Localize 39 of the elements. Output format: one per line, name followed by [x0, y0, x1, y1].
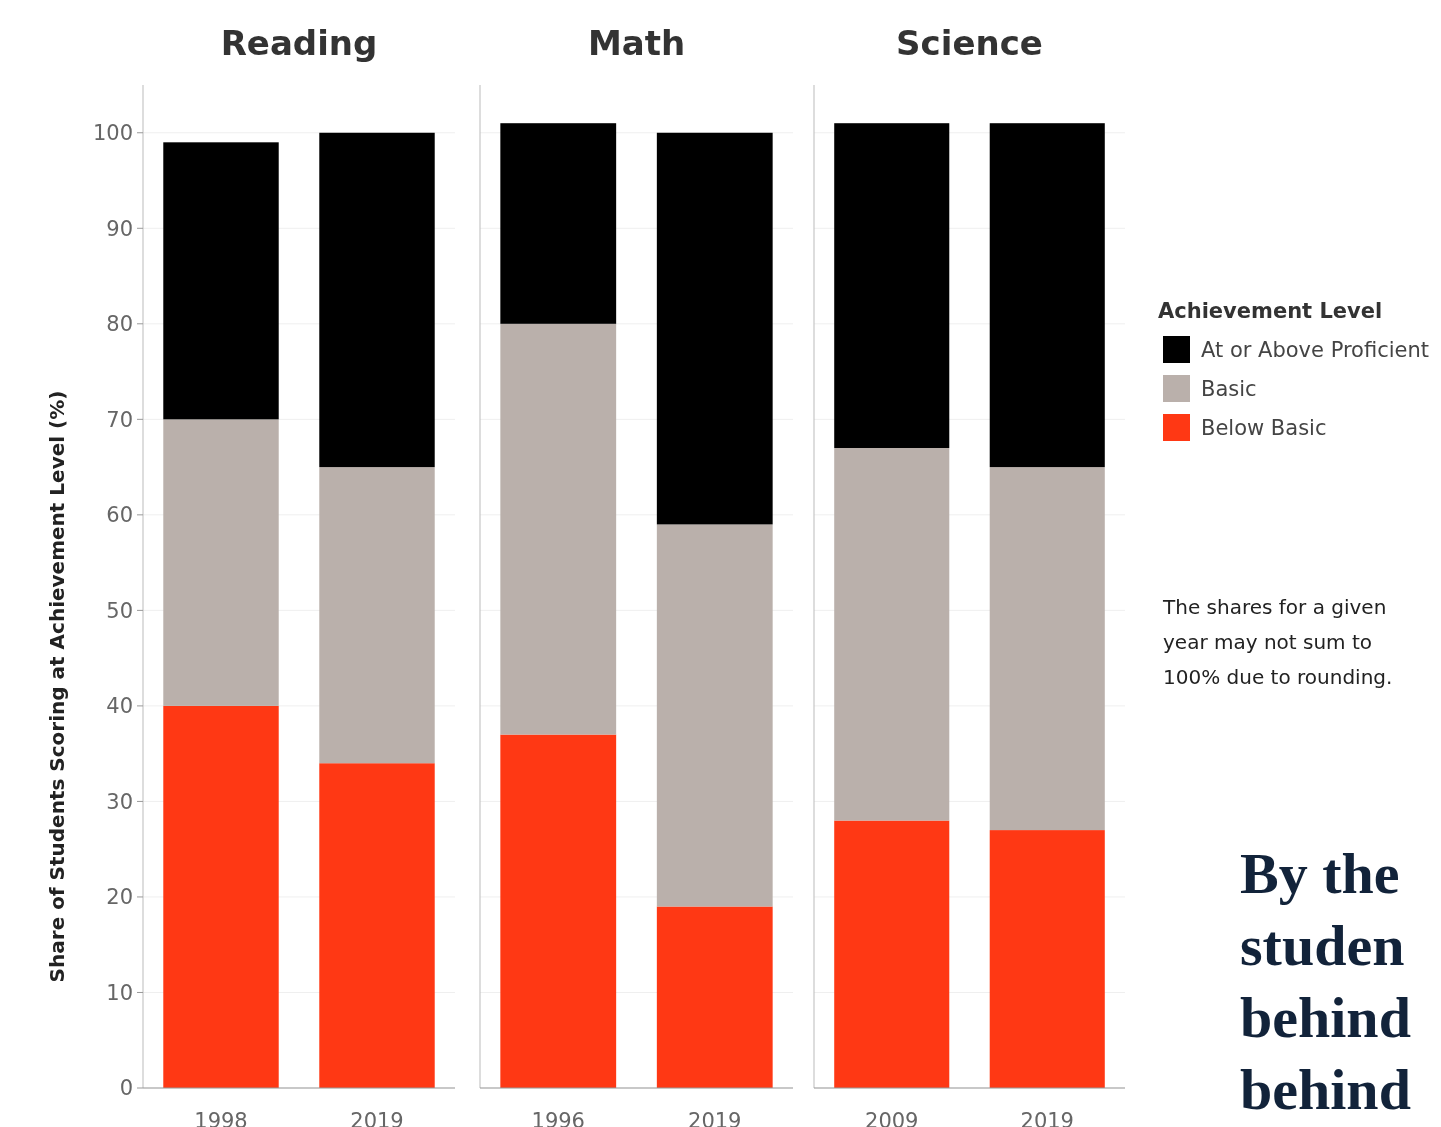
y-tick-label: 100	[92, 121, 133, 146]
legend-title: Achievement Level	[1158, 299, 1383, 323]
chart-title: Math	[587, 23, 686, 63]
y-tick-label: 80	[106, 312, 133, 337]
y-tick-label: 70	[106, 407, 133, 432]
bar	[834, 447, 950, 821]
legend-label: At or Above Proficient	[1201, 338, 1430, 363]
bar	[500, 323, 617, 735]
bar	[319, 763, 435, 1088]
bar	[656, 524, 773, 907]
y-axis-title: Share of Students Scoring at Achievement Level (%)	[45, 390, 69, 983]
bar	[163, 142, 279, 420]
y-tick-label: 60	[106, 503, 133, 528]
bar	[834, 820, 950, 1088]
y-tick-label: 30	[106, 789, 133, 814]
bar	[989, 467, 1105, 831]
chart-title: Reading	[220, 23, 378, 63]
y-tick-label: 50	[106, 598, 133, 623]
bar	[656, 132, 773, 525]
bar	[500, 123, 617, 324]
legend-label: Below Basic	[1201, 416, 1327, 441]
bar	[656, 906, 773, 1088]
bar	[500, 734, 617, 1088]
y-tick-label: 0	[119, 1076, 133, 1101]
bar	[989, 123, 1105, 468]
bar	[834, 123, 950, 448]
bar	[163, 705, 279, 1088]
bar	[163, 419, 279, 706]
bar	[989, 830, 1105, 1088]
y-tick-label: 40	[106, 694, 133, 719]
y-tick-label: 10	[106, 980, 133, 1005]
chart-title: Science	[896, 23, 1043, 63]
bar	[319, 467, 435, 764]
legend-label: Basic	[1201, 377, 1257, 402]
y-tick-label: 20	[106, 885, 133, 910]
text: The shares for a given year may not sum to 100% due to rounding.	[1162, 595, 1393, 689]
y-tick-label: 90	[106, 216, 133, 241]
bar	[319, 132, 435, 468]
text: By the studen behind behind	[1240, 841, 1411, 1122]
